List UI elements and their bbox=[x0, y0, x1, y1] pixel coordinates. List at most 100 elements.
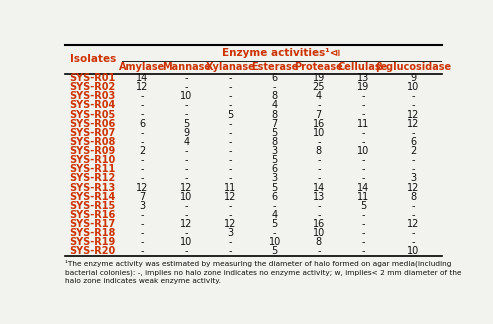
Text: -: - bbox=[229, 146, 232, 156]
Text: -: - bbox=[229, 201, 232, 211]
Text: 12: 12 bbox=[224, 219, 237, 229]
Text: SYS-R11: SYS-R11 bbox=[70, 164, 116, 174]
Text: 19: 19 bbox=[313, 73, 325, 83]
Text: -: - bbox=[184, 73, 188, 83]
Text: 6: 6 bbox=[139, 119, 145, 129]
Text: 12: 12 bbox=[180, 219, 193, 229]
Text: -: - bbox=[317, 100, 320, 110]
Text: 4: 4 bbox=[183, 137, 189, 147]
Text: -: - bbox=[141, 155, 144, 165]
Text: 7: 7 bbox=[272, 119, 278, 129]
Text: 5: 5 bbox=[183, 119, 189, 129]
Text: 12: 12 bbox=[407, 110, 420, 120]
Text: -: - bbox=[317, 155, 320, 165]
Text: -: - bbox=[361, 173, 365, 183]
Text: -: - bbox=[412, 210, 415, 220]
Text: 4: 4 bbox=[272, 100, 278, 110]
Text: -: - bbox=[184, 173, 188, 183]
Text: -: - bbox=[141, 173, 144, 183]
Text: -: - bbox=[184, 155, 188, 165]
Text: -: - bbox=[184, 246, 188, 256]
Text: 2: 2 bbox=[410, 146, 417, 156]
Text: SYS-R05: SYS-R05 bbox=[70, 110, 116, 120]
Text: -: - bbox=[184, 100, 188, 110]
Text: -: - bbox=[141, 110, 144, 120]
Text: 8: 8 bbox=[316, 237, 322, 247]
Text: 5: 5 bbox=[272, 182, 278, 192]
Text: -: - bbox=[361, 128, 365, 138]
Text: -: - bbox=[141, 210, 144, 220]
Text: SYS-R16: SYS-R16 bbox=[70, 210, 116, 220]
Text: 10: 10 bbox=[407, 246, 420, 256]
Text: SYS-R09: SYS-R09 bbox=[70, 146, 116, 156]
Text: -: - bbox=[229, 155, 232, 165]
Text: SYS-R18: SYS-R18 bbox=[70, 228, 116, 238]
Text: 11: 11 bbox=[224, 182, 237, 192]
Text: SYS-R13: SYS-R13 bbox=[70, 182, 116, 192]
Text: -: - bbox=[273, 82, 277, 92]
Text: 5: 5 bbox=[272, 246, 278, 256]
Text: -: - bbox=[184, 164, 188, 174]
Text: 10: 10 bbox=[180, 91, 192, 101]
Text: Mannase: Mannase bbox=[162, 62, 211, 72]
Text: -: - bbox=[141, 100, 144, 110]
Text: 14: 14 bbox=[313, 182, 325, 192]
Text: 6: 6 bbox=[272, 192, 278, 202]
Text: SYS-R01: SYS-R01 bbox=[70, 73, 116, 83]
Text: -: - bbox=[317, 246, 320, 256]
Text: SYS-R04: SYS-R04 bbox=[70, 100, 116, 110]
Text: 8: 8 bbox=[410, 192, 417, 202]
Text: 16: 16 bbox=[313, 119, 325, 129]
Text: Enzyme activities¹⧏: Enzyme activities¹⧏ bbox=[222, 48, 340, 58]
Text: -: - bbox=[141, 137, 144, 147]
Text: 12: 12 bbox=[407, 119, 420, 129]
Text: -: - bbox=[141, 246, 144, 256]
Text: -: - bbox=[141, 91, 144, 101]
Text: SYS-R17: SYS-R17 bbox=[70, 219, 116, 229]
Text: 19: 19 bbox=[357, 82, 369, 92]
Text: 25: 25 bbox=[313, 82, 325, 92]
Text: 7: 7 bbox=[139, 192, 145, 202]
Text: -: - bbox=[361, 110, 365, 120]
Text: 9: 9 bbox=[410, 73, 417, 83]
Text: 14: 14 bbox=[136, 73, 148, 83]
Text: 13: 13 bbox=[357, 73, 369, 83]
Text: -: - bbox=[317, 164, 320, 174]
Text: SYS-R19: SYS-R19 bbox=[70, 237, 116, 247]
Text: 5: 5 bbox=[272, 219, 278, 229]
Text: -: - bbox=[141, 228, 144, 238]
Text: 12: 12 bbox=[407, 182, 420, 192]
Text: 12: 12 bbox=[407, 219, 420, 229]
Text: 5: 5 bbox=[272, 155, 278, 165]
Text: SYS-R02: SYS-R02 bbox=[70, 82, 116, 92]
Text: -: - bbox=[361, 228, 365, 238]
Text: 5: 5 bbox=[272, 128, 278, 138]
Text: Esterase: Esterase bbox=[251, 62, 298, 72]
Text: 11: 11 bbox=[357, 119, 369, 129]
Text: 4: 4 bbox=[316, 91, 322, 101]
Text: 10: 10 bbox=[407, 82, 420, 92]
Text: -: - bbox=[141, 128, 144, 138]
Text: -: - bbox=[184, 110, 188, 120]
Text: 6: 6 bbox=[272, 73, 278, 83]
Text: SYS-R08: SYS-R08 bbox=[70, 137, 116, 147]
Text: 8: 8 bbox=[272, 91, 278, 101]
Text: -: - bbox=[229, 91, 232, 101]
Text: -: - bbox=[317, 201, 320, 211]
Text: SYS-R10: SYS-R10 bbox=[70, 155, 116, 165]
Text: 3: 3 bbox=[227, 228, 234, 238]
Text: -: - bbox=[273, 228, 277, 238]
Text: 8: 8 bbox=[272, 110, 278, 120]
Text: Xylanase: Xylanase bbox=[206, 62, 255, 72]
Text: -: - bbox=[141, 237, 144, 247]
Text: 12: 12 bbox=[136, 82, 148, 92]
Text: -: - bbox=[361, 137, 365, 147]
Text: SYS-R03: SYS-R03 bbox=[70, 91, 116, 101]
Text: -: - bbox=[229, 119, 232, 129]
Text: -: - bbox=[361, 91, 365, 101]
Text: -: - bbox=[184, 146, 188, 156]
Text: -: - bbox=[184, 82, 188, 92]
Text: -: - bbox=[229, 210, 232, 220]
Text: SYS-R12: SYS-R12 bbox=[70, 173, 116, 183]
Text: -: - bbox=[361, 100, 365, 110]
